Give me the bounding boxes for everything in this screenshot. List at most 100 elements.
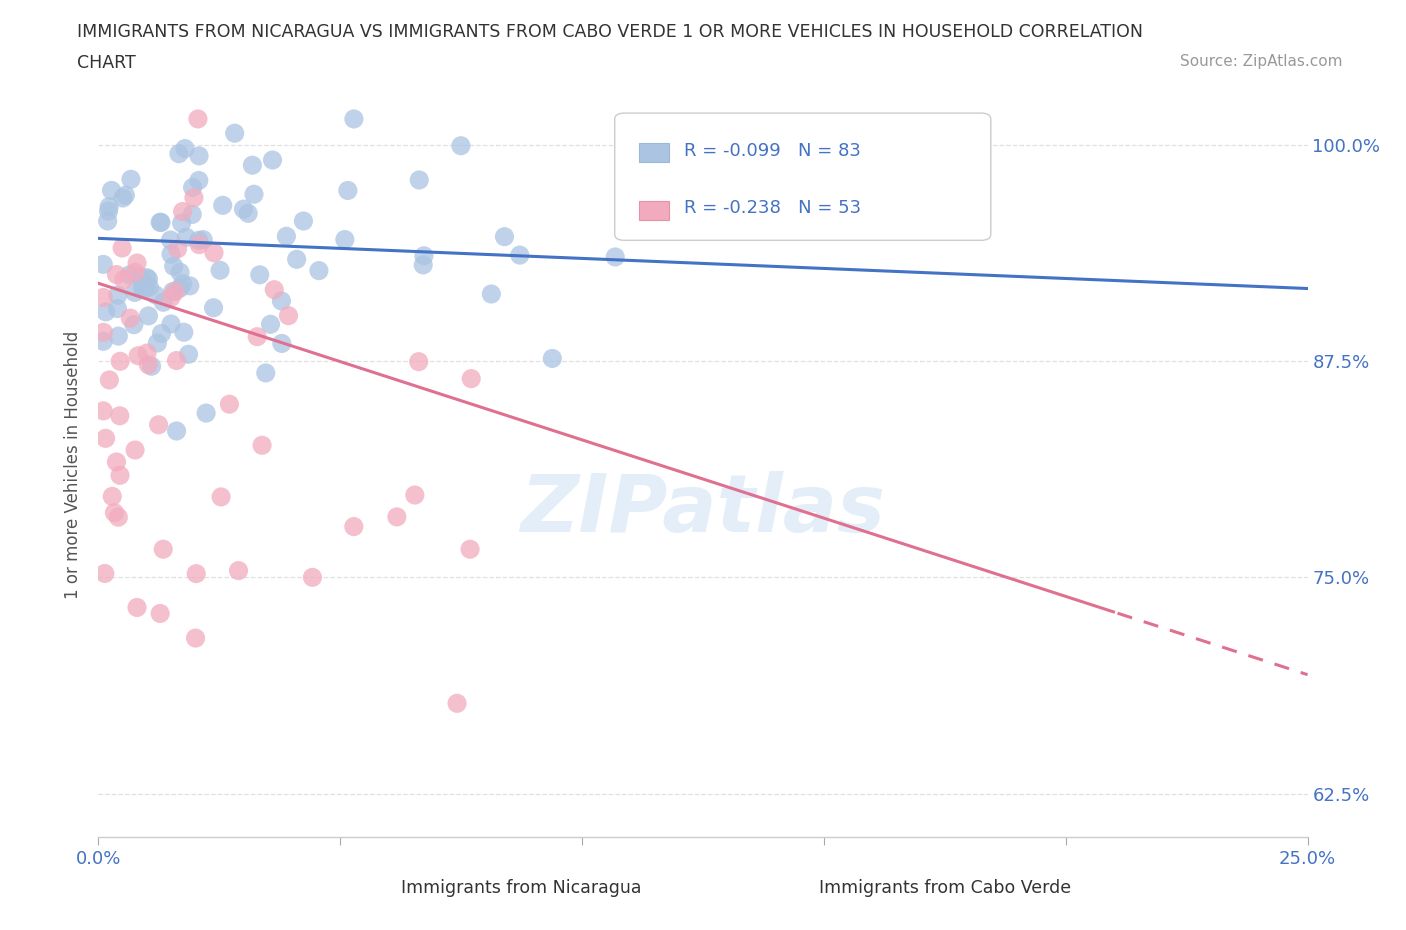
Point bbox=[195, 405, 218, 420]
Point bbox=[174, 141, 197, 156]
Point bbox=[94, 566, 117, 581]
Point bbox=[187, 112, 209, 126]
Point bbox=[120, 172, 142, 187]
Point bbox=[254, 365, 277, 380]
Point bbox=[149, 606, 172, 621]
Point bbox=[169, 265, 191, 280]
Point bbox=[218, 397, 240, 412]
Point bbox=[97, 214, 120, 229]
Text: Source: ZipAtlas.com: Source: ZipAtlas.com bbox=[1180, 54, 1343, 69]
Point bbox=[186, 566, 208, 581]
Point bbox=[209, 489, 232, 504]
Point bbox=[183, 191, 205, 206]
Point bbox=[98, 199, 121, 214]
Point bbox=[191, 232, 214, 247]
Point bbox=[160, 316, 183, 331]
Point bbox=[108, 353, 131, 368]
Point bbox=[172, 204, 194, 219]
Point bbox=[122, 317, 145, 332]
Point bbox=[172, 276, 194, 291]
Point bbox=[150, 326, 173, 341]
Point bbox=[236, 206, 259, 220]
Point bbox=[262, 153, 284, 167]
Point bbox=[285, 252, 308, 267]
Point bbox=[107, 287, 129, 302]
Point bbox=[118, 268, 141, 283]
Point bbox=[166, 241, 188, 256]
Point bbox=[385, 510, 408, 525]
Point bbox=[124, 285, 146, 299]
Point bbox=[136, 346, 159, 361]
Point bbox=[93, 325, 115, 339]
Point bbox=[131, 280, 153, 295]
Point bbox=[165, 284, 187, 299]
Point bbox=[179, 278, 201, 293]
FancyBboxPatch shape bbox=[638, 143, 669, 162]
FancyBboxPatch shape bbox=[614, 113, 991, 240]
Point bbox=[107, 328, 129, 343]
Point bbox=[263, 282, 285, 297]
Point bbox=[170, 216, 193, 231]
Point bbox=[188, 149, 211, 164]
Point bbox=[145, 287, 167, 302]
Point bbox=[259, 317, 281, 332]
Point bbox=[124, 265, 146, 280]
Y-axis label: 1 or more Vehicles in Household: 1 or more Vehicles in Household bbox=[65, 331, 83, 599]
Point bbox=[509, 247, 531, 262]
Point bbox=[177, 347, 200, 362]
FancyBboxPatch shape bbox=[769, 880, 804, 897]
Point bbox=[250, 438, 273, 453]
Point bbox=[146, 336, 169, 351]
Point bbox=[169, 281, 191, 296]
Point bbox=[232, 202, 254, 217]
Text: R = -0.099   N = 83: R = -0.099 N = 83 bbox=[683, 141, 860, 160]
Point bbox=[91, 290, 114, 305]
Point bbox=[458, 542, 481, 557]
Point bbox=[211, 198, 233, 213]
Point bbox=[114, 188, 136, 203]
Text: ZIPatlas: ZIPatlas bbox=[520, 471, 886, 549]
Point bbox=[343, 519, 366, 534]
Point bbox=[333, 232, 356, 247]
Point bbox=[138, 272, 160, 286]
Point bbox=[111, 241, 134, 256]
FancyBboxPatch shape bbox=[638, 201, 669, 219]
Point bbox=[243, 187, 266, 202]
Point bbox=[160, 246, 183, 261]
Point bbox=[125, 600, 148, 615]
Text: Immigrants from Nicaragua: Immigrants from Nicaragua bbox=[402, 879, 643, 897]
Point bbox=[184, 631, 207, 645]
Point bbox=[138, 280, 160, 295]
Point bbox=[108, 468, 131, 483]
Point bbox=[112, 272, 135, 287]
Point bbox=[149, 215, 172, 230]
Point bbox=[176, 230, 198, 245]
Point bbox=[301, 570, 323, 585]
Point bbox=[160, 290, 183, 305]
Point bbox=[270, 294, 292, 309]
Point bbox=[167, 146, 190, 161]
Text: IMMIGRANTS FROM NICARAGUA VS IMMIGRANTS FROM CABO VERDE 1 OR MORE VEHICLES IN HO: IMMIGRANTS FROM NICARAGUA VS IMMIGRANTS … bbox=[77, 23, 1143, 41]
Point bbox=[173, 325, 195, 339]
Point bbox=[134, 281, 156, 296]
Point bbox=[127, 348, 149, 363]
Point bbox=[97, 204, 120, 219]
Point bbox=[148, 418, 170, 432]
Point bbox=[249, 267, 271, 282]
Point bbox=[129, 270, 152, 285]
Point bbox=[152, 295, 174, 310]
Point bbox=[125, 256, 148, 271]
Text: R = -0.238   N = 53: R = -0.238 N = 53 bbox=[683, 199, 860, 218]
Point bbox=[343, 112, 366, 126]
Point bbox=[450, 139, 472, 153]
Point bbox=[120, 311, 142, 325]
Point bbox=[138, 309, 160, 324]
Point bbox=[181, 207, 204, 222]
FancyBboxPatch shape bbox=[353, 880, 387, 897]
Point bbox=[159, 232, 181, 247]
Point bbox=[166, 423, 188, 438]
Point bbox=[460, 371, 482, 386]
Point bbox=[91, 334, 114, 349]
Point bbox=[98, 373, 121, 388]
Point bbox=[135, 271, 157, 286]
